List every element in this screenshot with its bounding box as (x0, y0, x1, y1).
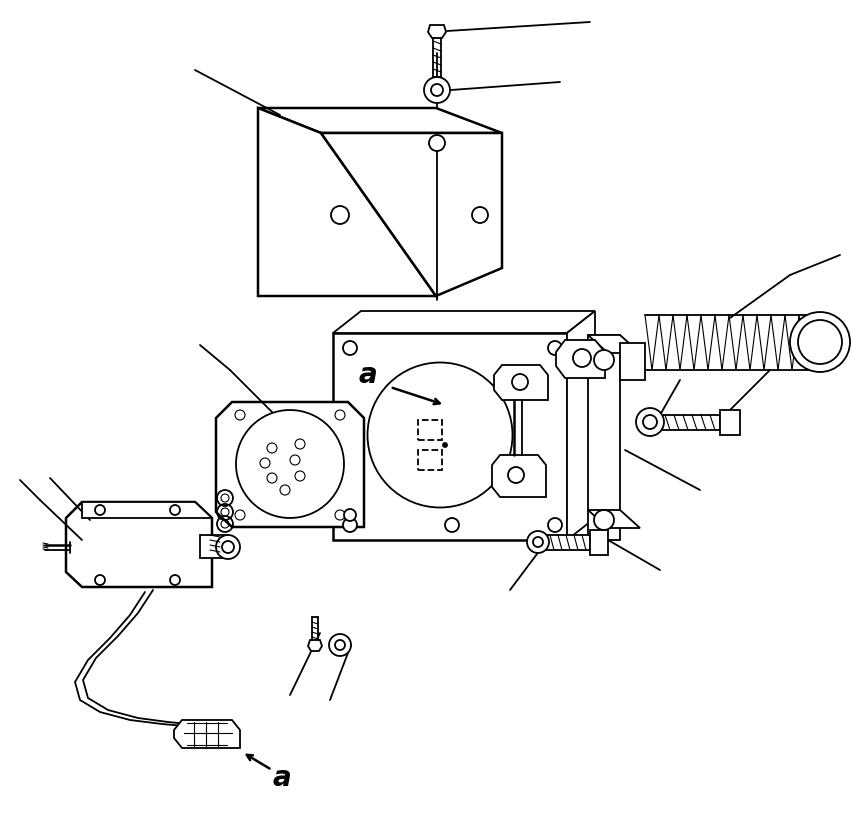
Circle shape (594, 510, 614, 530)
Circle shape (636, 408, 664, 436)
Circle shape (508, 467, 524, 483)
Polygon shape (590, 530, 608, 555)
Circle shape (295, 471, 305, 481)
Polygon shape (567, 311, 595, 540)
Circle shape (335, 410, 345, 420)
Polygon shape (620, 343, 645, 380)
Circle shape (335, 640, 345, 650)
Circle shape (235, 510, 245, 520)
Circle shape (798, 320, 842, 364)
Polygon shape (258, 108, 436, 296)
Circle shape (329, 634, 351, 656)
Circle shape (290, 455, 300, 465)
Polygon shape (216, 402, 364, 527)
Polygon shape (82, 502, 212, 518)
Circle shape (216, 535, 240, 559)
Polygon shape (545, 535, 590, 550)
Polygon shape (556, 340, 605, 378)
Polygon shape (660, 415, 720, 430)
Circle shape (594, 350, 614, 370)
Circle shape (527, 531, 549, 553)
Text: a: a (272, 764, 291, 792)
Circle shape (170, 575, 180, 585)
Polygon shape (333, 333, 567, 540)
Bar (418, 450, 442, 470)
Bar (418, 420, 442, 440)
Circle shape (295, 439, 305, 449)
Polygon shape (200, 535, 228, 558)
Circle shape (260, 458, 270, 468)
Circle shape (280, 485, 290, 495)
Polygon shape (174, 720, 240, 748)
Circle shape (267, 473, 277, 483)
Circle shape (170, 505, 180, 515)
Polygon shape (428, 25, 446, 38)
Circle shape (548, 341, 562, 355)
Circle shape (573, 349, 591, 367)
Circle shape (267, 443, 277, 453)
Circle shape (95, 505, 105, 515)
Circle shape (472, 207, 488, 223)
Polygon shape (333, 311, 595, 333)
Circle shape (95, 575, 105, 585)
Polygon shape (258, 108, 502, 133)
Polygon shape (492, 455, 546, 497)
Circle shape (331, 206, 349, 224)
Polygon shape (321, 133, 502, 296)
Circle shape (443, 443, 447, 447)
Ellipse shape (236, 410, 344, 518)
Circle shape (343, 518, 357, 532)
Circle shape (343, 341, 357, 355)
Polygon shape (588, 335, 620, 540)
Circle shape (344, 509, 356, 521)
Circle shape (235, 410, 245, 420)
Circle shape (533, 537, 543, 547)
Circle shape (335, 510, 345, 520)
Circle shape (512, 374, 528, 390)
Circle shape (222, 541, 234, 553)
Circle shape (429, 135, 445, 151)
Circle shape (790, 312, 850, 372)
Text: a: a (358, 361, 377, 389)
Polygon shape (66, 502, 212, 587)
Polygon shape (308, 640, 322, 651)
Polygon shape (494, 365, 548, 400)
Circle shape (445, 518, 459, 532)
Ellipse shape (368, 362, 512, 508)
Polygon shape (588, 335, 640, 353)
Polygon shape (588, 510, 640, 528)
Polygon shape (720, 410, 740, 435)
Circle shape (548, 518, 562, 532)
Circle shape (643, 415, 657, 429)
Circle shape (424, 77, 450, 103)
Circle shape (431, 84, 443, 96)
